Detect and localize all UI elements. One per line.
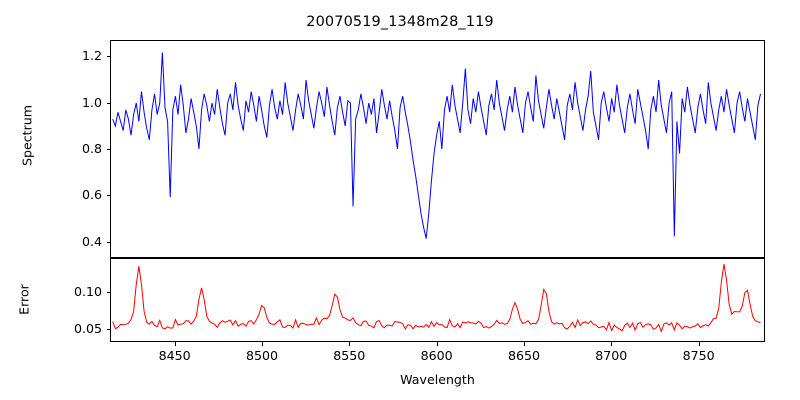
spectrum-plot-area: [110, 40, 765, 258]
x-tick-label: 8450: [135, 348, 215, 363]
error-ytick: [107, 292, 111, 293]
error-plot-area: [110, 258, 765, 342]
spectrum-ytick-label: 0.6: [48, 187, 102, 202]
x-tick: [611, 342, 612, 346]
error-ytick: [107, 329, 111, 330]
x-tick-label: 8600: [397, 348, 477, 363]
x-tick-label: 8700: [571, 348, 651, 363]
spectrum-ytick: [107, 103, 111, 104]
spectrum-line-svg: [111, 41, 764, 257]
x-tick-label: 8550: [309, 348, 389, 363]
error-line-svg: [111, 259, 764, 341]
spectrum-ytick: [107, 149, 111, 150]
x-tick-label: 8650: [484, 348, 564, 363]
error-ytick-label: 0.05: [48, 321, 102, 336]
figure-title: 20070519_1348m28_119: [0, 14, 800, 30]
x-tick: [524, 342, 525, 346]
x-tick-label: 8500: [222, 348, 302, 363]
x-tick: [437, 342, 438, 346]
spectrum-ytick-label: 0.4: [48, 234, 102, 249]
spectrum-data-line: [113, 52, 761, 238]
x-tick: [699, 342, 700, 346]
x-tick: [262, 342, 263, 346]
error-data-line: [113, 264, 761, 331]
spectrum-ytick: [107, 195, 111, 196]
spectrum-ytick-label: 0.8: [48, 141, 102, 156]
spectrum-ytick: [107, 56, 111, 57]
x-axis-label: Wavelength: [110, 372, 765, 387]
x-tick: [175, 342, 176, 346]
error-y-axis-label: Error: [17, 270, 32, 330]
spectrum-ytick-label: 1.2: [48, 48, 102, 63]
x-tick-label: 8750: [659, 348, 739, 363]
spectrum-figure: 20070519_1348m28_119 0.4 0.6 0.8 1.0 1.2 0.05…: [0, 0, 800, 400]
spectrum-y-axis-label: Spectrum: [20, 86, 35, 186]
error-ytick-label: 0.10: [48, 284, 102, 299]
spectrum-ytick-label: 1.0: [48, 95, 102, 110]
x-tick: [349, 342, 350, 346]
spectrum-ytick: [107, 242, 111, 243]
